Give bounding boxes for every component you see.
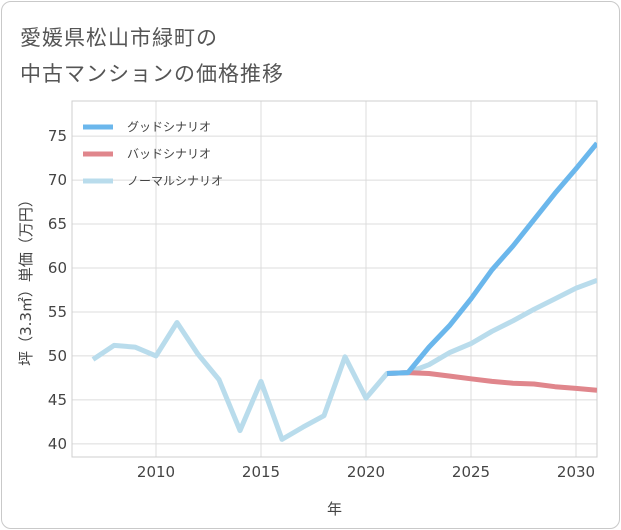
y-tick-label: 40 bbox=[48, 435, 67, 453]
legend-label-1: バッドシナリオ bbox=[127, 147, 211, 161]
y-tick-label: 70 bbox=[48, 171, 67, 189]
series-line-1 bbox=[386, 370, 597, 393]
y-tick-label: 65 bbox=[48, 215, 67, 233]
y-tick-label: 45 bbox=[48, 391, 67, 409]
x-axis-label: 年 bbox=[327, 500, 342, 518]
plot-frame bbox=[71, 100, 598, 458]
x-tick-label: 2010 bbox=[137, 463, 175, 481]
y-tick-label: 60 bbox=[48, 259, 67, 277]
y-tick-label: 75 bbox=[48, 127, 67, 145]
series-layer bbox=[91, 141, 597, 442]
legend-label-2: ノーマルシナリオ bbox=[127, 174, 223, 188]
chart-title-line2: 中古マンションの価格推移 bbox=[20, 62, 284, 86]
tick-layer: 40 45 50 55 60 65 70 75 2010 2015 2020 2025 2030 bbox=[48, 127, 595, 481]
x-tick-label: 2015 bbox=[242, 463, 280, 481]
x-tick-label: 2020 bbox=[347, 463, 385, 481]
x-tick-label: 2025 bbox=[452, 463, 490, 481]
chart-title-line1: 愛媛県松山市緑町の bbox=[20, 26, 218, 50]
y-tick-label: 55 bbox=[48, 303, 67, 321]
x-tick-label: 2030 bbox=[557, 463, 595, 481]
legend-label-0: グッドシナリオ bbox=[127, 120, 211, 134]
grid-layer bbox=[72, 101, 597, 457]
series-line-2 bbox=[91, 277, 597, 442]
y-axis-label: 坪（3.3㎡）単価（万円） bbox=[17, 192, 35, 366]
y-tick-label: 50 bbox=[48, 347, 67, 365]
series-line-0 bbox=[386, 141, 597, 376]
